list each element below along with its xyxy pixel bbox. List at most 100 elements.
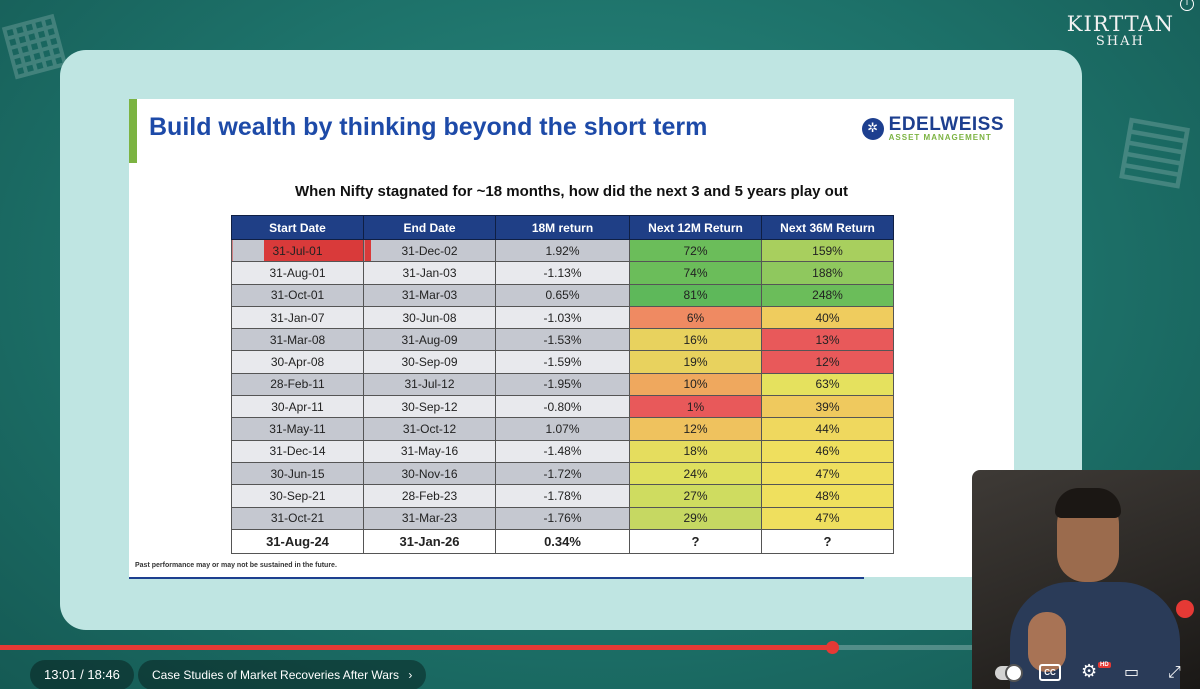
next-12m-cell: 29%: [629, 506, 762, 530]
table-row: 31-Oct-01 31-Mar-03 0.65% 81% 248%: [231, 283, 894, 307]
start-date-cell: 31-May-11: [231, 417, 364, 441]
table-row: 31-Aug-01 31-Jan-03 -1.13% 74% 188%: [231, 261, 894, 285]
end-date-cell: 31-Jan-03: [363, 261, 496, 285]
18m-return-cell: -1.59%: [495, 350, 630, 374]
returns-table: Start Date End Date 18M return Next 12M …: [231, 215, 894, 554]
header-start-date: Start Date: [231, 215, 364, 240]
start-date-cell: 30-Apr-11: [231, 395, 364, 419]
table-row: 30-Jun-15 30-Nov-16 -1.72% 24% 47%: [231, 461, 894, 486]
logo-subtext: ASSET MANAGEMENT: [888, 133, 992, 142]
calendar-doodle-icon: ▤: [1110, 94, 1200, 199]
logo-name: EDELWEISS: [888, 114, 1004, 135]
channel-brand: KIRTTAN SHAH: [1066, 12, 1174, 49]
hd-badge: HD: [1098, 662, 1111, 668]
next-36m-cell: 47%: [761, 506, 894, 530]
start-date-cell: 31-Jul-01: [231, 238, 364, 263]
next-36m-cell: 39%: [761, 395, 894, 419]
theater-mode-icon[interactable]: ▭: [1124, 662, 1140, 681]
next-12m-cell: 24%: [629, 461, 762, 486]
table-row: 31-Mar-08 31-Aug-09 -1.53% 16% 13%: [231, 328, 894, 352]
progress-scrubber-handle[interactable]: [825, 641, 839, 654]
header-next-12m-return: Next 12M Return: [629, 215, 762, 240]
next-12m-cell: 1%: [629, 395, 762, 419]
end-date-cell: 31-Dec-02: [363, 238, 496, 263]
18m-return-cell: -1.03%: [495, 305, 630, 330]
start-date-cell: 31-Oct-01: [231, 283, 364, 307]
18m-return-cell: -1.48%: [495, 439, 630, 463]
presenter-webcam: [972, 470, 1200, 689]
18m-return-cell: 1.92%: [495, 238, 630, 263]
18m-return-cell: -1.95%: [495, 372, 630, 397]
next-36m-cell: 40%: [761, 305, 894, 330]
end-date-cell: 30-Nov-16: [363, 461, 496, 486]
next-36m-cell: 188%: [761, 261, 894, 285]
start-date-cell: 31-Dec-14: [231, 439, 364, 463]
chapter-title: Case Studies of Market Recoveries After …: [152, 668, 399, 682]
end-date-cell: 30-Sep-12: [363, 395, 496, 419]
end-date-cell: 28-Feb-23: [363, 484, 496, 508]
next-36m-cell: 44%: [761, 417, 894, 441]
settings-gear-icon[interactable]: ⚙: [1081, 661, 1098, 682]
end-date-cell: 31-Oct-12: [363, 417, 496, 441]
info-icon[interactable]: i: [1180, 0, 1194, 11]
chapter-button[interactable]: Case Studies of Market Recoveries After …: [138, 660, 427, 689]
table-row: 31-Dec-14 31-May-16 -1.48% 18% 46%: [231, 439, 894, 463]
start-date-cell: 30-Jun-15: [231, 461, 364, 486]
video-progress-bar[interactable]: [0, 641, 1200, 654]
next-12m-cell: 18%: [629, 439, 762, 463]
next-36m-cell: 248%: [761, 283, 894, 307]
next-36m-cell: ?: [761, 528, 894, 554]
footnote: Past performance may or may not be susta…: [135, 562, 337, 569]
captions-button[interactable]: CC: [1039, 664, 1061, 681]
logo-mark-icon: ✲: [861, 117, 884, 140]
next-36m-cell: 63%: [761, 372, 894, 397]
table-row: 31-Jan-07 30-Jun-08 -1.03% 6% 40%: [231, 305, 894, 330]
slide-title: Build wealth by thinking beyond the shor…: [149, 113, 708, 141]
next-12m-cell: 81%: [629, 283, 762, 307]
table-subtitle: When Nifty stagnated for ~18 months, how…: [294, 183, 848, 200]
autoplay-toggle[interactable]: [995, 664, 1023, 682]
table-row: 31-Aug-24 31-Jan-26 0.34%??: [231, 528, 894, 554]
next-12m-cell: 10%: [629, 372, 762, 397]
next-36m-cell: 48%: [761, 484, 894, 508]
fullscreen-icon[interactable]: ⤢: [1168, 662, 1181, 681]
next-12m-cell: ?: [629, 528, 762, 554]
next-36m-cell: 47%: [761, 461, 894, 486]
18m-return-cell: 0.34%: [495, 528, 630, 554]
header-next-36m-return: Next 36M Return: [761, 215, 894, 240]
table-row: 28-Feb-11 31-Jul-12 -1.95% 10% 63%: [231, 372, 894, 397]
next-12m-cell: 6%: [629, 305, 762, 330]
next-36m-cell: 12%: [761, 350, 894, 374]
presenter-hair: [1055, 488, 1121, 518]
edelweiss-logo: ✲ EDELWEISS ASSET MANAGEMENT: [861, 114, 1004, 142]
end-date-cell: 30-Jun-08: [363, 305, 496, 330]
table-row: 30-Apr-08 30-Sep-09 -1.59% 19% 12%: [231, 350, 894, 374]
start-date-cell: 31-Mar-08: [231, 328, 364, 352]
start-date-cell: 30-Apr-08: [231, 350, 364, 374]
next-12m-cell: 19%: [629, 350, 762, 374]
table-header-row: Start Date End Date 18M return Next 12M …: [231, 215, 894, 240]
youtube-badge-icon: [1176, 600, 1194, 618]
end-date-cell: 31-Mar-03: [363, 283, 496, 307]
table-body: 31-Jul-01 31-Dec-02 1.92% 72% 159% 31-Aug-01 3…: [231, 238, 894, 554]
presenter-hand: [1028, 612, 1066, 672]
end-date-cell: 31-Mar-23: [363, 506, 496, 530]
end-date-cell: 30-Sep-09: [363, 350, 496, 374]
end-date-cell: 31-Jul-12: [363, 372, 496, 397]
header-end-date: End Date: [363, 215, 496, 240]
next-12m-cell: 27%: [629, 484, 762, 508]
brand-line-2: SHAH: [1095, 34, 1145, 49]
18m-return-cell: -1.78%: [495, 484, 630, 508]
18m-return-cell: -0.80%: [495, 395, 630, 419]
table-row: 31-Oct-21 31-Mar-23 -1.76% 29% 47%: [231, 506, 894, 530]
brand-line-1: KIRTTAN: [1066, 12, 1174, 36]
end-date-cell: 31-May-16: [363, 439, 496, 463]
table-row: 31-May-11 31-Oct-12 1.07% 12% 44%: [231, 417, 894, 441]
end-date-cell: 31-Aug-09: [363, 328, 496, 352]
start-date-cell: 30-Sep-21: [231, 484, 364, 508]
next-36m-cell: 46%: [761, 439, 894, 463]
18m-return-cell: -1.53%: [495, 328, 630, 352]
progress-played: [0, 645, 832, 650]
18m-return-cell: 0.65%: [495, 283, 630, 307]
18m-return-cell: -1.72%: [495, 461, 630, 486]
